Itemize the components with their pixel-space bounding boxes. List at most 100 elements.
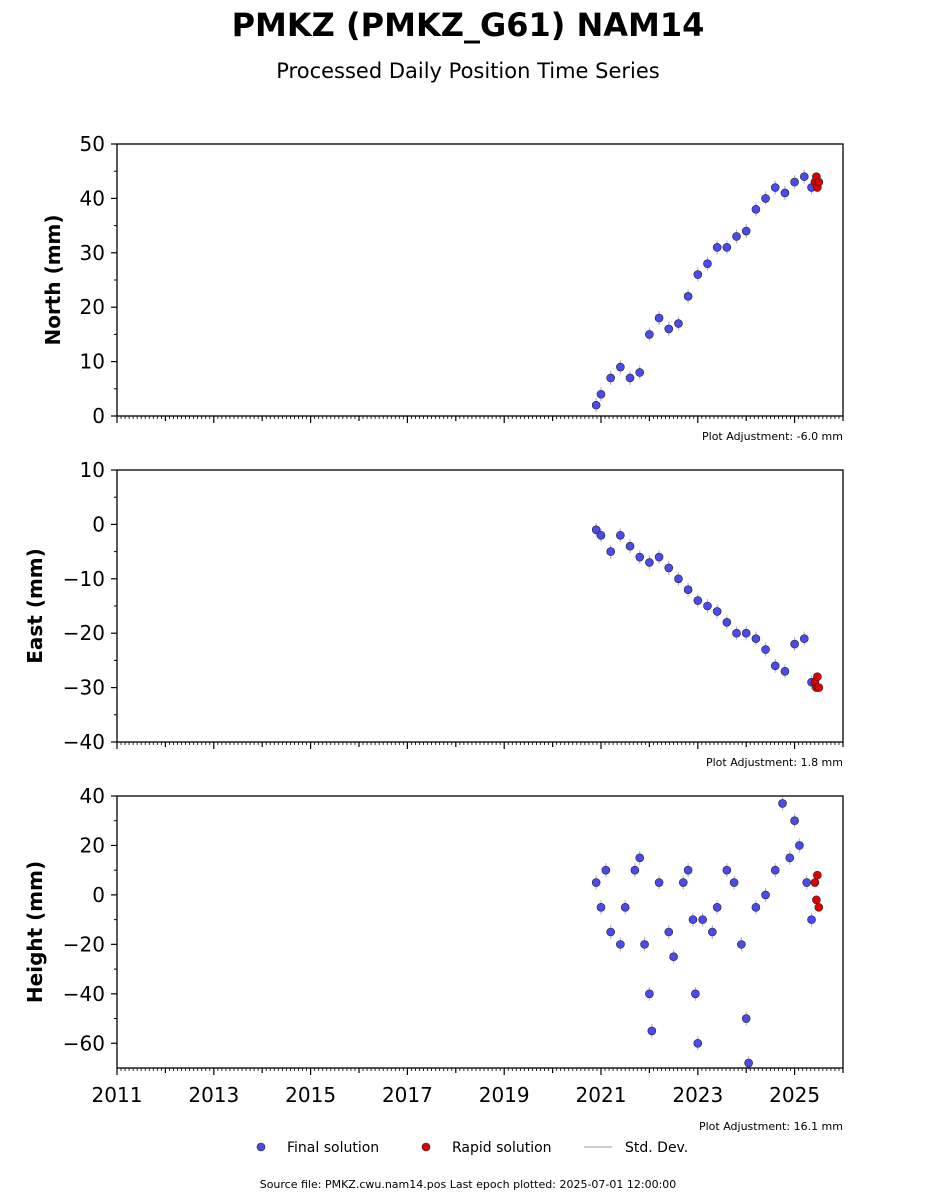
y-tick-label: 0 (92, 404, 105, 428)
final-point (683, 292, 693, 301)
final-point (722, 865, 732, 875)
y-axis-label: Height (mm) (23, 861, 47, 1003)
y-tick-label: 0 (92, 512, 105, 536)
x-tick-label: 2019 (479, 1083, 530, 1107)
x-tick-label: 2021 (576, 1083, 627, 1107)
panels: 0 10 20 30 40 50 North (mm) Plot Adjustment: -6… (23, 132, 844, 1133)
final-point (712, 607, 722, 616)
legend-rapid-label: Rapid solution (452, 1140, 552, 1156)
y-tick-label: 20 (80, 295, 105, 319)
plot-adjustment: Plot Adjustment: -6.0 mm (702, 430, 843, 443)
y-tick-label: 0 (92, 883, 105, 907)
x-tick-label: 2011 (92, 1083, 143, 1107)
final-point (770, 183, 780, 192)
chart-title: PMKZ (PMKZ_G61) NAM14 (232, 6, 705, 44)
final-point (744, 1058, 753, 1068)
final-point (751, 902, 761, 912)
final-point (741, 226, 751, 236)
final-point (722, 243, 732, 252)
x-tick-label: 2025 (769, 1083, 820, 1107)
final-point (778, 799, 787, 808)
final-point (606, 547, 615, 556)
y-tick-label: −10 (63, 567, 105, 591)
final-point (664, 927, 674, 937)
final-point (770, 661, 780, 671)
final-point (616, 940, 625, 949)
final-point (693, 270, 703, 279)
y-tick-label: 10 (80, 350, 105, 374)
final-point (751, 634, 761, 643)
final-point (703, 601, 712, 611)
final-point (761, 645, 770, 654)
final-point (606, 373, 615, 383)
y-tick-label: 20 (80, 833, 105, 857)
final-point (591, 400, 601, 410)
rapid-point (810, 878, 820, 887)
y-tick-label: 30 (80, 241, 105, 265)
y-tick-label: 40 (80, 186, 105, 210)
final-point (770, 865, 780, 875)
legend-final-marker (256, 1142, 266, 1152)
y-axis-label: East (mm) (23, 548, 47, 664)
final-point (635, 552, 645, 562)
final-point (678, 878, 688, 887)
final-point (688, 915, 698, 924)
plot-adjustment: Plot Adjustment: 16.1 mm (699, 1120, 843, 1133)
final-point (640, 940, 649, 949)
final-point (601, 865, 611, 875)
final-point (722, 618, 732, 627)
panel-2: −40 −30 −20 −10 0 10 East (mm) Plot Adjustment:… (23, 458, 844, 769)
final-point (790, 177, 799, 187)
y-tick-label: 40 (80, 784, 105, 808)
final-point (596, 530, 606, 540)
final-point (691, 989, 700, 999)
final-point (616, 530, 625, 540)
y-tick-label: −60 (63, 1031, 105, 1055)
final-point (620, 902, 630, 912)
y-tick-label: −30 (63, 676, 105, 700)
final-point (790, 639, 799, 649)
legend-final-label: Final solution (287, 1140, 379, 1156)
panel-1: 0 10 20 30 40 50 North (mm) Plot Adjustment: -6… (41, 132, 844, 443)
y-tick-label: 10 (80, 458, 105, 482)
final-point (596, 902, 606, 912)
final-point (693, 596, 703, 605)
source-footer: Source file: PMKZ.cwu.nam14.pos Last epo… (260, 1178, 677, 1191)
final-point (664, 563, 674, 573)
x-tick-label: 2017 (382, 1083, 433, 1107)
final-point (683, 865, 693, 875)
final-point (669, 952, 678, 962)
final-point (625, 541, 635, 551)
final-point (616, 362, 625, 372)
final-point (703, 259, 712, 268)
chart-subtitle: Processed Daily Position Time Series (276, 59, 660, 83)
rapid-point (814, 683, 824, 692)
axes-frame (116, 469, 844, 743)
y-axis-label: North (mm) (41, 214, 65, 345)
final-point (664, 324, 674, 334)
final-point (732, 232, 741, 241)
final-point (645, 989, 654, 999)
x-tick-label: 2015 (285, 1083, 336, 1107)
axes-frame (116, 795, 844, 1069)
final-point (591, 525, 601, 535)
rapid-point (814, 177, 824, 187)
final-point (674, 574, 683, 584)
final-point (795, 841, 804, 850)
final-point (741, 1014, 751, 1023)
final-point (732, 628, 741, 638)
axes-frame (116, 143, 844, 417)
y-tick-label: −20 (63, 932, 105, 956)
rapid-point (813, 672, 822, 682)
final-point (799, 634, 809, 643)
plot-adjustment: Plot Adjustment: 1.8 mm (706, 756, 843, 769)
final-point (790, 816, 799, 826)
final-point (645, 330, 654, 339)
y-tick-label: −40 (63, 982, 105, 1006)
final-point (799, 172, 809, 181)
y-tick-label: −20 (63, 621, 105, 645)
y-tick-label: −40 (63, 730, 105, 754)
legend: Final solution Rapid solution Std. Dev. (256, 1140, 688, 1156)
final-point (645, 558, 654, 567)
